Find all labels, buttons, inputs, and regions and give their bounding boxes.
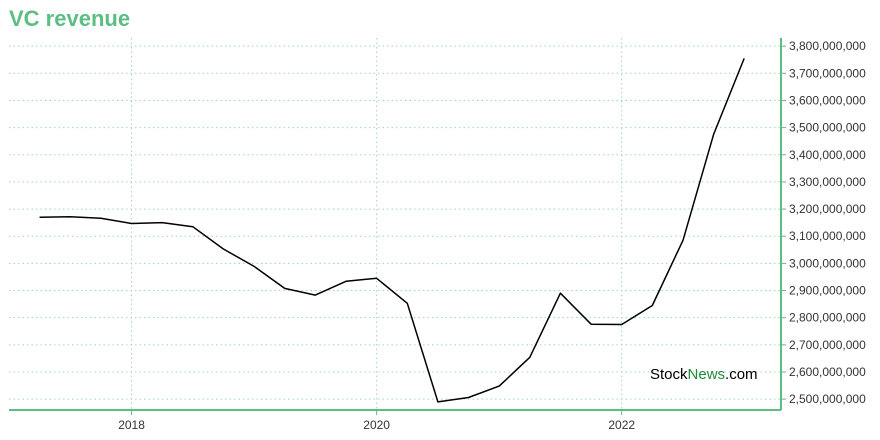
chart-title: VC revenue — [9, 6, 131, 31]
y-tick-label: 3,000,000,000 — [789, 256, 866, 270]
grid-lines — [9, 38, 781, 410]
y-tick-label: 2,700,000,000 — [789, 338, 866, 352]
watermark-stock: Stock — [650, 366, 688, 383]
y-tick-label: 2,500,000,000 — [789, 392, 866, 406]
tick-labels: 2,500,000,000 2,600,000,000 2,700,000,000 2… — [118, 39, 866, 432]
watermark-com: .com — [725, 366, 758, 383]
x-tick-label: 2022 — [608, 418, 635, 432]
y-tick-label: 3,300,000,000 — [789, 175, 866, 189]
y-tick-label: 2,900,000,000 — [789, 284, 866, 298]
x-tick-label: 2020 — [363, 418, 390, 432]
y-tick-label: 3,100,000,000 — [789, 229, 866, 243]
y-tick-label: 2,800,000,000 — [789, 311, 866, 325]
y-tick-label: 2,600,000,000 — [789, 365, 866, 379]
y-tick-label: 3,400,000,000 — [789, 148, 866, 162]
y-tick-label: 3,800,000,000 — [789, 39, 866, 53]
series-line — [39, 58, 745, 403]
y-tick-label: 3,500,000,000 — [789, 121, 866, 135]
y-tick-label: 3,600,000,000 — [789, 93, 866, 107]
x-tick-label: 2018 — [118, 418, 145, 432]
watermark-news: News — [688, 366, 726, 383]
series-layer — [39, 58, 745, 403]
y-tick-label: 3,700,000,000 — [789, 66, 866, 80]
axes — [9, 38, 786, 415]
y-tick-label: 3,200,000,000 — [789, 202, 866, 216]
watermark: StockNews.com — [650, 366, 758, 383]
